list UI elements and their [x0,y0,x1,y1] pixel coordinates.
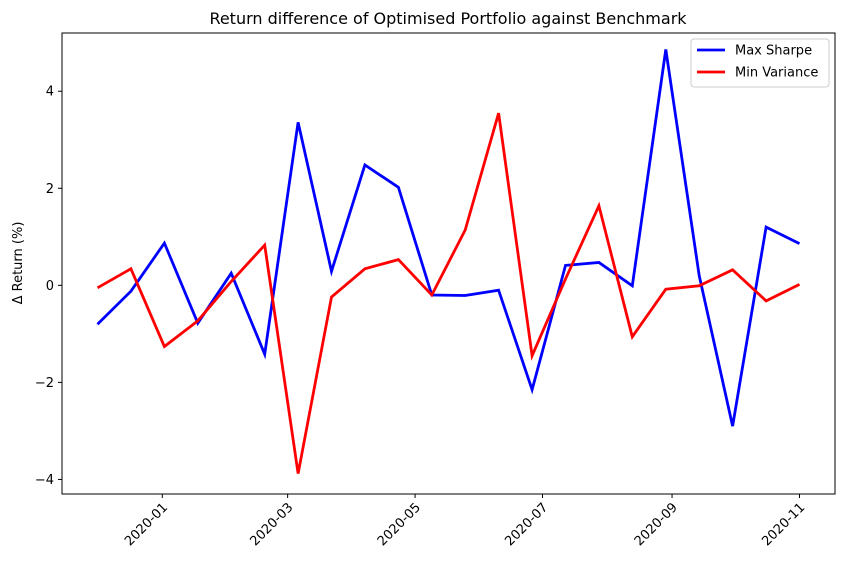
chart-title: Return difference of Optimised Portfolio… [209,9,687,28]
legend: Max Sharpe Min Variance [690,38,830,88]
y-tick-label: −4 [35,473,54,488]
legend-label: Min Variance [735,66,818,81]
x-tick-label: 2020-03 [247,500,296,549]
series-line-min-variance [96,112,801,474]
y-tick-label: 2 [46,182,54,197]
x-tick-label: 2020-07 [502,500,551,549]
y-tick-label: −2 [35,376,54,391]
x-tick-label: 2020-11 [759,500,808,549]
y-tick-label: 0 [46,279,54,294]
plot-frame [61,32,836,495]
series-line-max-sharpe [96,49,801,427]
x-tick-label: 2020-09 [632,500,681,549]
x-tick-label: 2020-05 [375,500,424,549]
y-tick-label: 4 [46,85,54,100]
legend-box [690,38,830,88]
legend-label: Max Sharpe [735,44,812,59]
y-axis-label: Δ Return (%) [11,222,26,305]
x-tick-label: 2020-01 [122,500,171,549]
plot-area [61,32,836,495]
